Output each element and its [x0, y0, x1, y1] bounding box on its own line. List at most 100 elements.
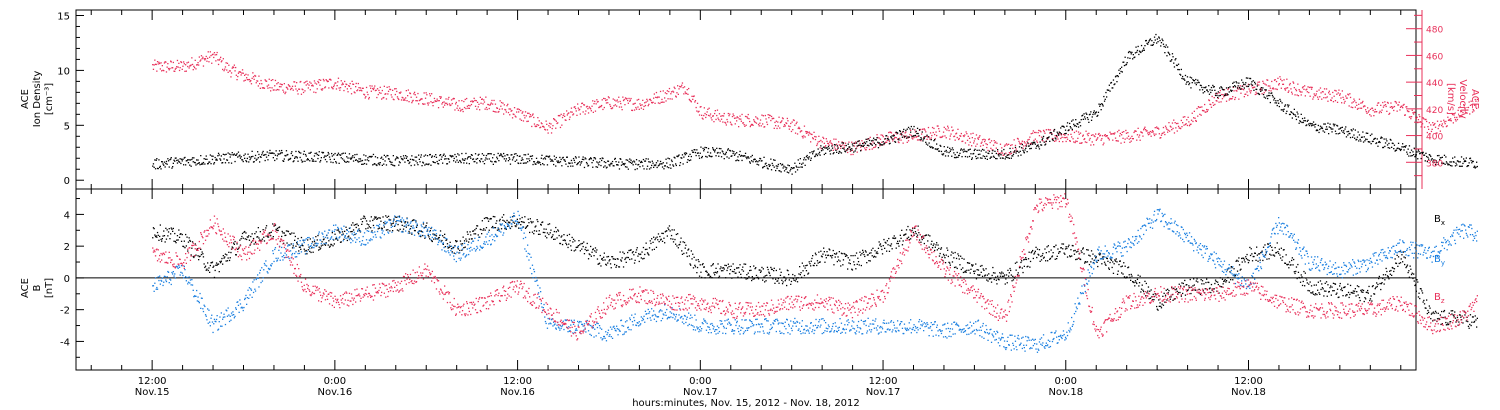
bx-series-point: [355, 223, 357, 226]
density-series-point: [943, 146, 945, 148]
density-series-point: [606, 166, 608, 168]
velocity-series-point: [448, 96, 450, 99]
velocity-series-point: [295, 88, 297, 90]
bx-series-point: [263, 236, 265, 238]
velocity-series-point: [1149, 130, 1152, 133]
velocity-series-point: [1464, 107, 1466, 110]
density-series-point: [572, 165, 574, 167]
density-series-point: [1348, 132, 1350, 135]
velocity-series-point: [1249, 92, 1252, 94]
velocity-series-point: [570, 107, 573, 109]
bx-series-point: [612, 258, 614, 260]
bx-series-point: [724, 264, 726, 266]
velocity-series-point: [363, 94, 366, 96]
velocity-series-point: [681, 82, 684, 84]
density-series-point: [322, 152, 324, 154]
density-series-point: [1010, 157, 1012, 159]
velocity-series-point: [618, 96, 620, 98]
velocity-series-point: [1386, 101, 1389, 104]
bx-series-point: [415, 220, 417, 222]
density-series-point: [1336, 125, 1339, 127]
density-series-point: [1429, 154, 1431, 156]
bx-series-point: [418, 233, 420, 235]
density-series-point: [971, 157, 973, 159]
density-series-point: [910, 131, 912, 133]
velocity-series-point: [1401, 105, 1403, 107]
bx-series-point: [522, 221, 524, 223]
velocity-series-point: [531, 125, 533, 128]
density-series-point: [611, 160, 614, 163]
density-series-point: [1451, 165, 1453, 167]
density-series-point: [1134, 52, 1137, 54]
density-series-point: [436, 160, 438, 163]
velocity-series-point: [603, 97, 605, 100]
density-series-point: [566, 156, 568, 158]
density-series-point: [577, 163, 579, 165]
density-series-point: [711, 155, 713, 158]
density-series-point: [1069, 126, 1071, 128]
velocity-series-point: [825, 145, 827, 147]
density-series-point: [223, 158, 225, 160]
velocity-series-point: [1367, 107, 1369, 109]
velocity-series-point: [439, 96, 441, 98]
density-series-point: [1070, 127, 1072, 129]
density-series-point: [1017, 155, 1019, 157]
velocity-series-point: [805, 132, 808, 134]
velocity-series-point: [749, 125, 751, 128]
density-series-point: [581, 161, 583, 163]
velocity-series-point: [1230, 98, 1232, 100]
velocity-series-point: [931, 126, 934, 129]
velocity-series-point: [462, 110, 464, 113]
density-series-point: [1221, 88, 1224, 90]
velocity-series-point: [624, 104, 626, 106]
density-series-point: [1180, 74, 1182, 76]
velocity-series-point: [465, 107, 467, 110]
velocity-series-point: [453, 98, 455, 100]
velocity-series: [152, 51, 1478, 156]
velocity-series-point: [165, 61, 167, 63]
bx-series-point: [685, 252, 688, 254]
density-series-point: [244, 153, 246, 155]
velocity-series-point: [555, 120, 557, 122]
bx-series-point: [230, 248, 233, 250]
density-series-point: [1284, 105, 1286, 107]
density-series-point: [612, 165, 614, 167]
bx-series-point: [443, 236, 445, 239]
velocity-series-point: [328, 87, 330, 89]
density-series-point: [1313, 124, 1315, 126]
velocity-series-point: [457, 109, 459, 111]
velocity-series-point: [1374, 108, 1376, 111]
velocity-series-point: [170, 61, 172, 63]
velocity-series-point: [988, 138, 990, 141]
density-series-point: [1334, 130, 1337, 132]
bx-series-point: [327, 244, 329, 246]
bx-series-point: [380, 220, 382, 222]
bx-series-point: [241, 232, 244, 235]
density-series-point: [1309, 122, 1311, 125]
bx-series-point: [668, 225, 671, 227]
density-series-point: [1271, 94, 1274, 97]
velocity-series-point: [933, 127, 935, 130]
velocity-series-point: [1397, 104, 1399, 106]
velocity-series-point: [813, 131, 815, 133]
velocity-series-point: [1303, 88, 1305, 90]
velocity-series-point: [1448, 118, 1450, 121]
velocity-series-point: [423, 92, 425, 94]
bx-series-point: [701, 276, 703, 279]
bx-series-point: [329, 245, 331, 247]
velocity-series-point: [404, 99, 406, 101]
bx-series-point: [383, 226, 385, 228]
velocity-series-point: [673, 86, 675, 88]
density-series-point: [466, 162, 468, 164]
bx-series-point: [301, 244, 303, 246]
density-series-point: [215, 159, 217, 161]
velocity-series-point: [461, 100, 463, 102]
density-series-point: [1043, 141, 1045, 143]
velocity-series-point: [361, 90, 363, 92]
velocity-series-point: [759, 122, 761, 124]
density-series-point: [975, 155, 977, 158]
velocity-series-point: [993, 140, 995, 142]
velocity-series-point: [680, 86, 682, 88]
density-series-point: [1357, 131, 1359, 133]
density-series-point: [1219, 87, 1221, 89]
